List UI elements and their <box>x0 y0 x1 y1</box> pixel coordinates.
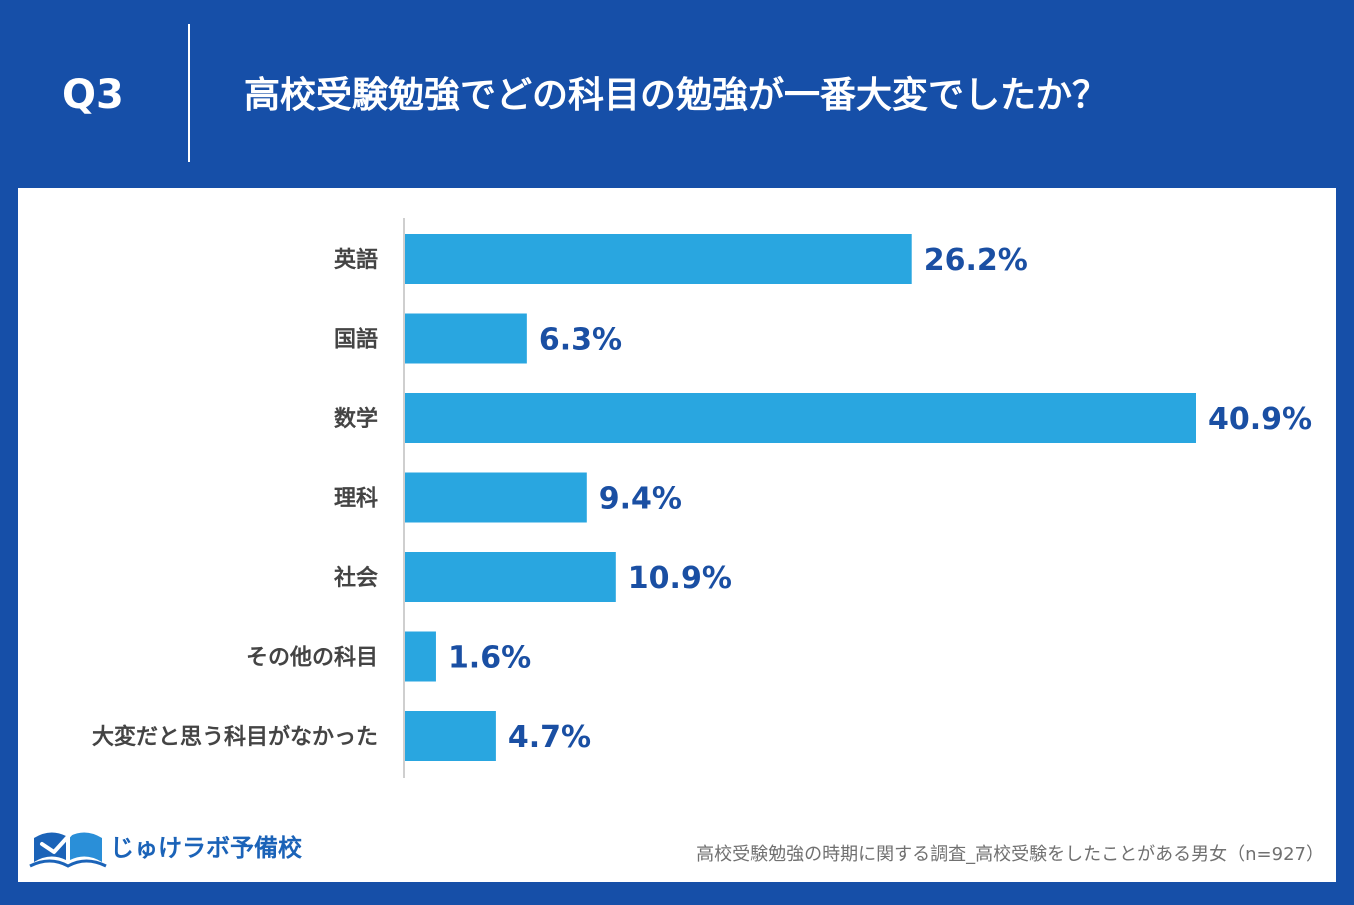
category-label: その他の科目 <box>246 646 378 671</box>
data-label: 26.2% <box>924 243 1028 278</box>
data-label: 4.7% <box>508 720 591 755</box>
book-logo-icon <box>29 828 107 868</box>
category-label: 大変だと思う科目がなかった <box>92 724 378 750</box>
data-label: 40.9% <box>1208 402 1312 437</box>
data-label: 6.3% <box>539 323 622 358</box>
header: Q3 高校受験勉強でどの科目の勉強が一番大変でしたか？ <box>0 0 1354 188</box>
data-label: 9.4% <box>599 482 682 517</box>
brand-logo: じゅけラボ予備校 <box>28 822 328 874</box>
question-title: 高校受験勉強でどの科目の勉強が一番大変でしたか？ <box>244 75 1109 116</box>
chart-panel: 英語 26.2% 国語 6.3% 数学 40.9% 理科 9.4% 社会 10.9% その他の科目 1… <box>18 188 1336 882</box>
data-label: 10.9% <box>628 561 732 596</box>
header-divider <box>188 24 190 162</box>
category-label: 国語 <box>334 327 378 353</box>
data-label: 1.6% <box>448 641 531 676</box>
bar <box>405 552 616 602</box>
bar <box>405 393 1196 443</box>
logo-text: じゅけラボ予備校 <box>110 834 302 862</box>
bar <box>405 711 496 761</box>
category-label: 英語 <box>334 247 378 273</box>
category-label: 理科 <box>334 487 378 512</box>
bar <box>405 313 527 364</box>
bar <box>405 234 912 284</box>
category-label: 社会 <box>334 565 378 591</box>
bar <box>405 472 587 523</box>
question-number: Q3 <box>62 72 124 118</box>
bar-chart: 英語 26.2% 国語 6.3% 数学 40.9% 理科 9.4% 社会 10.9% その他の科目 1… <box>92 218 1312 778</box>
bar <box>405 631 436 682</box>
source-note: 高校受験勉強の時期に関する調査_高校受験をしたことがある男女（n=927） <box>696 844 1324 865</box>
category-label: 数学 <box>334 406 378 432</box>
